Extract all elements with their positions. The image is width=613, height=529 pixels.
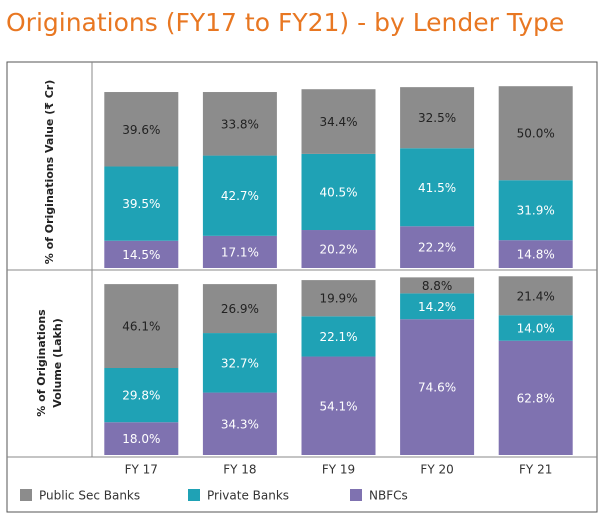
bar-segment — [498, 240, 573, 268]
bar-segment — [301, 356, 376, 455]
bar-segment — [498, 180, 573, 241]
bar-segment — [104, 92, 179, 167]
bar-segment — [400, 319, 475, 455]
value-label: 29.8% — [122, 389, 160, 403]
bar-segment — [202, 92, 277, 156]
bar-segment — [301, 280, 376, 317]
bar-segment — [301, 89, 376, 154]
bar-segment — [498, 276, 573, 316]
bar-segment — [202, 284, 277, 334]
value-label: 19.9% — [319, 292, 357, 306]
bar-segment — [104, 240, 179, 268]
value-label: 46.1% — [122, 320, 160, 334]
bar-segment — [498, 315, 573, 341]
bar-segment — [104, 368, 179, 423]
value-label: 22.1% — [319, 330, 357, 344]
value-label: 40.5% — [319, 185, 357, 199]
legend-swatch — [20, 489, 32, 501]
value-label: 8.8% — [422, 279, 453, 293]
bar-segment — [202, 155, 277, 236]
value-label: 20.2% — [319, 243, 357, 257]
value-label: 39.6% — [122, 123, 160, 137]
value-label: 34.4% — [319, 115, 357, 129]
x-tick-label: FY 18 — [223, 463, 256, 477]
value-label: 14.8% — [517, 248, 555, 262]
value-label: 17.1% — [221, 245, 259, 259]
value-label: 26.9% — [221, 302, 259, 316]
y-axis-label: % of Originations Value (₹ Cr) — [43, 79, 56, 265]
value-label: 32.5% — [418, 111, 456, 125]
bar-segment — [202, 333, 277, 393]
value-label: 31.9% — [517, 204, 555, 218]
bar-segment — [498, 340, 573, 455]
bar-segment — [400, 148, 475, 227]
value-label: 14.2% — [418, 300, 456, 314]
value-label: 50.0% — [517, 127, 555, 141]
chart-title: Originations (FY17 to FY21) - by Lender … — [6, 8, 564, 37]
bar-segment — [104, 166, 179, 241]
value-label: 32.7% — [221, 356, 259, 370]
value-label: 41.5% — [418, 181, 456, 195]
legend-swatch — [188, 489, 200, 501]
value-label: 54.1% — [319, 399, 357, 413]
y-axis-label: % of Originations Volume (Lakh) — [35, 309, 64, 417]
value-label: 42.7% — [221, 189, 259, 203]
frame — [6, 61, 598, 513]
bar-segment — [301, 153, 376, 231]
x-tick-label: FY 20 — [420, 463, 453, 477]
bar-segment — [202, 235, 277, 268]
x-tick-label: FY 17 — [125, 463, 158, 477]
x-tick-label: FY 21 — [519, 463, 552, 477]
legend-label: Public Sec Banks — [39, 489, 140, 503]
bar-segment — [104, 284, 179, 369]
value-label: 14.5% — [122, 248, 160, 262]
legend-label: NBFCs — [369, 489, 408, 503]
x-tick-label: FY 19 — [322, 463, 355, 477]
bar-segment — [104, 422, 179, 455]
legend-swatch — [350, 489, 362, 501]
value-label: 21.4% — [517, 289, 555, 303]
bar-segment — [400, 226, 475, 268]
bar-segment — [301, 230, 376, 268]
value-label: 14.0% — [517, 321, 555, 335]
value-label: 33.8% — [221, 117, 259, 131]
value-label: 22.2% — [418, 241, 456, 255]
value-label: 18.0% — [122, 432, 160, 446]
bar-segment — [301, 316, 376, 357]
bar-segment — [400, 293, 475, 320]
legend-label: Private Banks — [207, 489, 289, 503]
value-label: 34.3% — [221, 417, 259, 431]
value-label: 39.5% — [122, 197, 160, 211]
value-label: 74.6% — [418, 381, 456, 395]
bar-segment — [202, 392, 277, 455]
bar-segment — [400, 277, 475, 294]
bar-segment — [498, 86, 573, 181]
bar-segment — [400, 87, 475, 149]
value-label: 62.8% — [517, 391, 555, 405]
